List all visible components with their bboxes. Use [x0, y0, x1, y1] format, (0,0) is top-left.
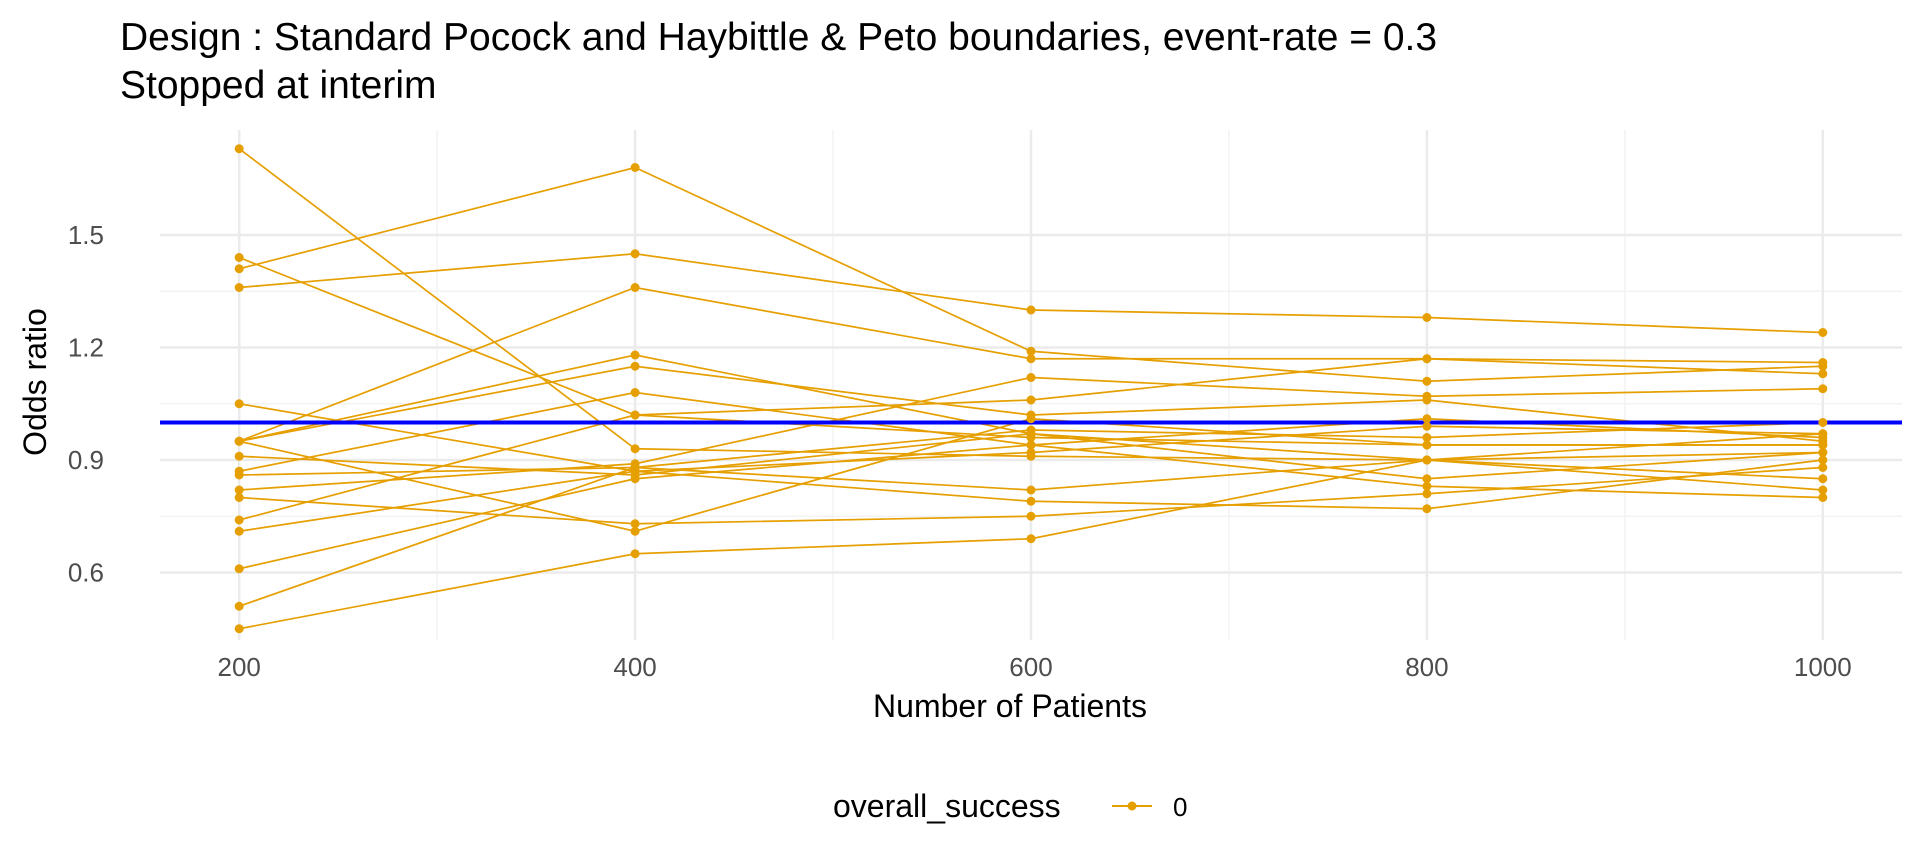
y-tick-label: 0.9	[68, 445, 104, 475]
data-point	[234, 264, 244, 274]
y-tick-labels: 0.6 0.9 1.2 1.5	[68, 220, 104, 588]
data-point	[1026, 346, 1036, 356]
data-point	[630, 163, 640, 172]
data-point	[630, 249, 640, 259]
data-point	[234, 451, 244, 461]
data-point	[234, 515, 244, 525]
data-point	[234, 526, 244, 536]
x-tick-label: 600	[1009, 652, 1052, 682]
data-point	[630, 283, 640, 292]
x-tick-label: 200	[217, 652, 260, 682]
data-point	[1818, 429, 1828, 439]
data-point	[1422, 474, 1432, 484]
data-point	[1818, 463, 1828, 472]
data-point	[1818, 440, 1828, 450]
data-point	[234, 564, 244, 574]
data-point	[1818, 474, 1828, 484]
data-point	[630, 361, 640, 371]
data-point	[1422, 504, 1432, 514]
data-point	[1422, 313, 1432, 322]
data-point	[234, 485, 244, 495]
data-point	[1818, 493, 1828, 502]
data-point	[1422, 440, 1432, 450]
data-point	[630, 410, 640, 420]
data-point	[1026, 395, 1036, 405]
data-point	[1818, 418, 1828, 427]
data-point	[1422, 354, 1432, 364]
data-point	[1026, 511, 1036, 521]
data-point	[1818, 369, 1828, 379]
series-points	[234, 144, 1828, 634]
data-point	[1026, 448, 1036, 457]
data-point	[630, 350, 640, 360]
y-tick-label: 1.5	[68, 220, 104, 250]
data-point	[630, 474, 640, 484]
data-point	[1422, 421, 1432, 431]
legend-entry-0: 0	[1173, 792, 1187, 822]
data-point	[1422, 481, 1432, 491]
data-point	[1026, 485, 1036, 495]
data-point	[1818, 384, 1828, 394]
legend: overall_success 0	[833, 788, 1187, 824]
data-point	[1818, 485, 1828, 495]
data-point	[1422, 376, 1432, 386]
data-point	[630, 526, 640, 536]
data-point	[1818, 358, 1828, 367]
data-point	[234, 493, 244, 502]
data-point	[234, 624, 244, 634]
x-tick-labels: 200 400 600 800 1000	[217, 652, 1851, 682]
data-point	[1818, 328, 1828, 337]
data-point	[1818, 448, 1828, 457]
chart-title: Design : Standard Pocock and Haybittle &…	[120, 16, 1437, 59]
data-point	[1422, 489, 1432, 499]
legend-title: overall_success	[833, 788, 1061, 824]
y-tick-label: 1.2	[68, 333, 104, 363]
data-point	[630, 463, 640, 472]
data-point	[1422, 391, 1432, 401]
data-point	[234, 253, 244, 262]
data-point	[234, 144, 244, 154]
data-point	[234, 283, 244, 292]
x-tick-label: 1000	[1794, 652, 1852, 682]
x-tick-label: 400	[613, 652, 656, 682]
chart-subtitle: Stopped at interim	[120, 64, 437, 107]
data-point	[1026, 305, 1036, 315]
data-point	[630, 444, 640, 454]
data-point	[234, 601, 244, 611]
data-point	[630, 388, 640, 397]
data-point	[1026, 414, 1036, 424]
y-tick-label: 0.6	[68, 558, 104, 588]
data-point	[1818, 455, 1828, 465]
data-point	[630, 519, 640, 529]
data-point	[1026, 496, 1036, 506]
x-tick-label: 800	[1405, 652, 1448, 682]
data-point	[234, 470, 244, 480]
data-point	[1422, 455, 1432, 465]
data-point	[1422, 433, 1432, 442]
data-point	[1026, 440, 1036, 450]
data-point	[234, 399, 244, 409]
x-axis-title: Number of Patients	[873, 688, 1147, 724]
y-axis-title: Odds ratio	[17, 308, 53, 456]
data-point	[630, 549, 640, 559]
data-point	[1026, 354, 1036, 364]
legend-key-point	[1127, 801, 1137, 811]
data-point	[1026, 373, 1036, 382]
data-point	[1422, 414, 1432, 424]
data-point	[1026, 534, 1036, 544]
data-point	[234, 436, 244, 446]
data-point	[1026, 425, 1036, 435]
